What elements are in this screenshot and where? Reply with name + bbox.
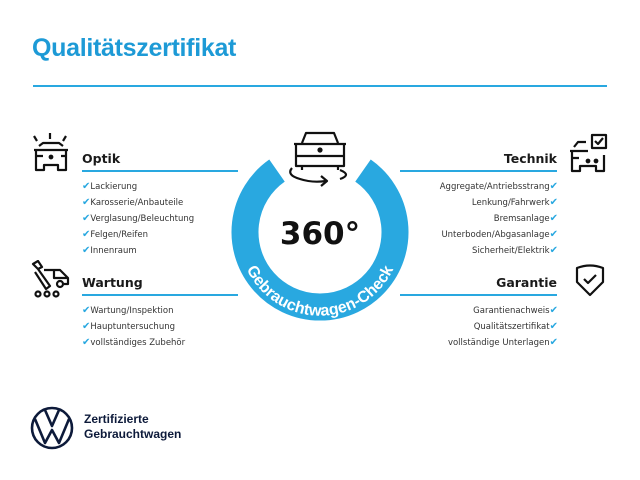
- technik-list: Aggregate/Antriebsstrang✔ Lenkung/Fahrwe…: [380, 179, 558, 259]
- check-icon: ✔: [82, 213, 91, 224]
- check-icon: ✔: [82, 197, 91, 208]
- check-icon: ✔: [82, 229, 91, 240]
- garantie-list: Garantienachweis✔ Qualitätszertifikat✔ v…: [380, 303, 558, 351]
- check-icon: ✔: [82, 245, 91, 256]
- car-checkbox-icon: [570, 133, 608, 173]
- check-icon: ✔: [549, 321, 558, 332]
- car-rotate-icon: [289, 131, 348, 187]
- section-title: Wartung: [82, 275, 143, 290]
- section-optik: Optik: [82, 151, 120, 166]
- vw-logo: [30, 406, 74, 450]
- section-garantie: Garantie: [400, 275, 557, 290]
- list-item: Bremsanlage✔: [493, 213, 558, 224]
- check-icon: ✔: [82, 181, 91, 192]
- brand-line-2: Gebrauchtwagen: [84, 427, 182, 441]
- section-technik: Technik: [400, 151, 557, 166]
- list-item: ✔Karosserie/Anbauteile: [82, 197, 184, 208]
- title-divider: [33, 85, 607, 87]
- list-item: Lenkung/Fahrwerk✔: [471, 197, 558, 208]
- check-icon: ✔: [549, 197, 558, 208]
- maintenance-van-icon: [31, 260, 70, 298]
- list-item: ✔Verglasung/Beleuchtung: [82, 213, 195, 224]
- check-icon: ✔: [549, 229, 558, 240]
- check-icon: ✔: [82, 337, 91, 348]
- list-item: ✔vollständiges Zubehör: [82, 337, 186, 348]
- section-title: Technik: [503, 151, 557, 166]
- list-item: vollständige Unterlagen✔: [447, 337, 558, 348]
- check-icon: ✔: [82, 305, 91, 316]
- section-title: Optik: [82, 151, 121, 166]
- shield-check-icon: [575, 264, 605, 297]
- section-divider: [400, 170, 557, 172]
- list-item: ✔Wartung/Inspektion: [82, 305, 174, 316]
- wartung-list: ✔Wartung/Inspektion ✔Hauptuntersuchung ✔…: [82, 303, 185, 351]
- section-divider: [82, 294, 238, 296]
- section-wartung: Wartung: [82, 275, 143, 290]
- check-icon: ✔: [549, 305, 558, 316]
- check-icon: ✔: [549, 181, 558, 192]
- list-item: Sicherheit/Elektrik✔: [472, 245, 558, 256]
- list-item: Garantienachweis✔: [473, 305, 558, 316]
- car-lights-icon: [33, 133, 68, 172]
- section-divider: [82, 170, 238, 172]
- list-item: Unterboden/Abgasanlage✔: [441, 229, 558, 240]
- check-icon: ✔: [82, 321, 91, 332]
- badge-ring: [231, 159, 409, 321]
- section-title: Garantie: [496, 275, 557, 290]
- list-item: ✔Hauptuntersuchung: [82, 321, 175, 332]
- badge-value: 360°: [280, 216, 360, 252]
- brand-line-1: Zertifizierte: [84, 412, 149, 426]
- check-icon: ✔: [549, 245, 558, 256]
- brand-text: Zertifizierte Gebrauchtwagen: [84, 412, 181, 442]
- page-title: Qualitätszertifikat: [32, 34, 237, 62]
- list-item: Aggregate/Antriebsstrang✔: [439, 181, 558, 192]
- list-item: ✔Lackierung: [82, 181, 138, 192]
- list-item: ✔Felgen/Reifen: [82, 229, 149, 240]
- optik-list: ✔Lackierung ✔Karosserie/Anbauteile ✔Verg…: [82, 179, 194, 259]
- list-item: Qualitätszertifikat✔: [473, 321, 558, 332]
- section-divider: [400, 294, 557, 296]
- check-icon: ✔: [549, 337, 558, 348]
- check-icon: ✔: [549, 213, 558, 224]
- list-item: ✔Innenraum: [82, 245, 137, 256]
